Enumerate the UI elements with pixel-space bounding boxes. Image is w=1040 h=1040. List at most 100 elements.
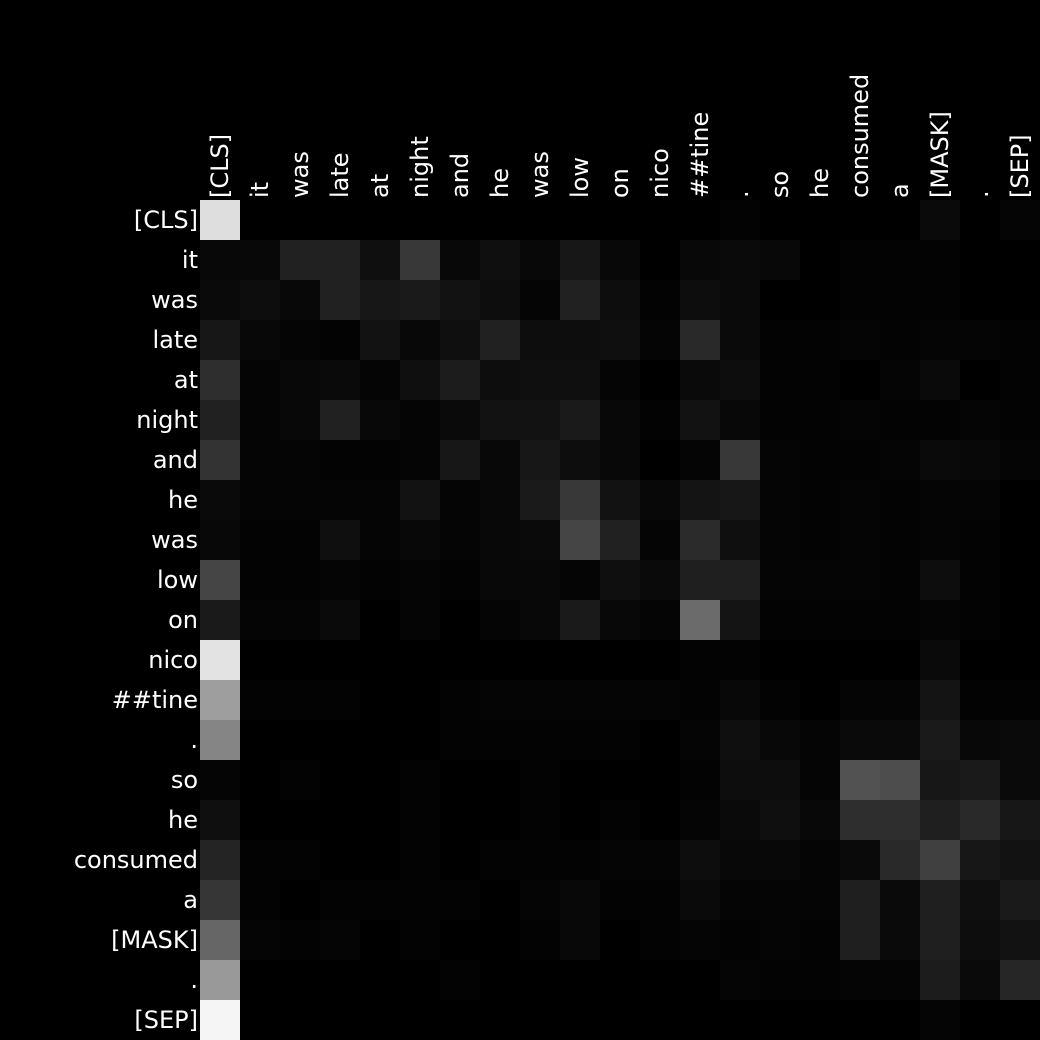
heatmap-cell-r8-c17 xyxy=(880,520,920,560)
x-tick-label: late xyxy=(326,152,354,198)
heatmap-cell-r10-c3 xyxy=(320,600,360,640)
heatmap-cell-r15-c4 xyxy=(360,800,400,840)
heatmap-cell-r13-c7 xyxy=(480,720,520,760)
heatmap-cell-r2-c6 xyxy=(440,280,480,320)
heatmap-cell-r12-c19 xyxy=(960,680,1000,720)
heatmap-cell-r7-c0 xyxy=(200,480,240,520)
y-tick-label: on xyxy=(168,606,198,634)
heatmap-cell-r2-c7 xyxy=(480,280,520,320)
heatmap-cell-r19-c19 xyxy=(960,960,1000,1000)
heatmap-cell-r20-c13 xyxy=(720,1000,760,1040)
heatmap-cell-r9-c5 xyxy=(400,560,440,600)
heatmap-cell-r17-c16 xyxy=(840,880,880,920)
heatmap-cell-r2-c14 xyxy=(760,280,800,320)
heatmap-cell-r12-c14 xyxy=(760,680,800,720)
heatmap-cell-r9-c4 xyxy=(360,560,400,600)
heatmap-cell-r15-c9 xyxy=(560,800,600,840)
heatmap-cell-r5-c4 xyxy=(360,400,400,440)
heatmap-cell-r13-c14 xyxy=(760,720,800,760)
heatmap-cell-r15-c16 xyxy=(840,800,880,840)
heatmap-cell-r12-c5 xyxy=(400,680,440,720)
heatmap-cell-r1-c0 xyxy=(200,240,240,280)
heatmap-cell-r0-c11 xyxy=(640,200,680,240)
y-tick-label: . xyxy=(190,726,198,754)
heatmap-cell-r20-c12 xyxy=(680,1000,720,1040)
heatmap-cell-r17-c5 xyxy=(400,880,440,920)
heatmap-cell-r18-c15 xyxy=(800,920,840,960)
heatmap-cell-r16-c7 xyxy=(480,840,520,880)
heatmap-cell-r14-c4 xyxy=(360,760,400,800)
heatmap-cell-r12-c8 xyxy=(520,680,560,720)
heatmap-cell-r18-c13 xyxy=(720,920,760,960)
heatmap-cell-r14-c16 xyxy=(840,760,880,800)
heatmap-cell-r4-c5 xyxy=(400,360,440,400)
x-tick-label: consumed xyxy=(846,74,874,198)
heatmap-cell-r9-c13 xyxy=(720,560,760,600)
heatmap-cell-r3-c8 xyxy=(520,320,560,360)
heatmap-cell-r18-c11 xyxy=(640,920,680,960)
heatmap-cell-r13-c20 xyxy=(1000,720,1040,760)
heatmap-cell-r9-c17 xyxy=(880,560,920,600)
heatmap-cell-r17-c17 xyxy=(880,880,920,920)
heatmap-cell-r16-c13 xyxy=(720,840,760,880)
heatmap-cell-r6-c4 xyxy=(360,440,400,480)
heatmap-cell-r15-c15 xyxy=(800,800,840,840)
heatmap-cell-r20-c11 xyxy=(640,1000,680,1040)
heatmap-cell-r11-c8 xyxy=(520,640,560,680)
heatmap-cell-r6-c13 xyxy=(720,440,760,480)
heatmap-cell-r1-c5 xyxy=(400,240,440,280)
heatmap-cell-r1-c1 xyxy=(240,240,280,280)
heatmap-cell-r18-c9 xyxy=(560,920,600,960)
heatmap-cell-r19-c16 xyxy=(840,960,880,1000)
heatmap-cell-r0-c14 xyxy=(760,200,800,240)
heatmap-cell-r4-c2 xyxy=(280,360,320,400)
heatmap-cell-r4-c18 xyxy=(920,360,960,400)
heatmap-cell-r1-c4 xyxy=(360,240,400,280)
heatmap-cell-r14-c11 xyxy=(640,760,680,800)
heatmap-cell-r15-c3 xyxy=(320,800,360,840)
heatmap-cell-r1-c15 xyxy=(800,240,840,280)
heatmap-cell-r2-c11 xyxy=(640,280,680,320)
heatmap-cell-r16-c11 xyxy=(640,840,680,880)
x-tick-label: and xyxy=(446,153,474,198)
heatmap-cell-r13-c19 xyxy=(960,720,1000,760)
heatmap-cell-r5-c14 xyxy=(760,400,800,440)
heatmap-cell-r6-c0 xyxy=(200,440,240,480)
heatmap-cell-r14-c2 xyxy=(280,760,320,800)
y-tick-label: [CLS] xyxy=(134,206,198,234)
heatmap-cell-r20-c18 xyxy=(920,1000,960,1040)
heatmap-cell-r6-c16 xyxy=(840,440,880,480)
heatmap-cell-r16-c4 xyxy=(360,840,400,880)
heatmap-cell-r9-c15 xyxy=(800,560,840,600)
heatmap-cell-r11-c5 xyxy=(400,640,440,680)
heatmap-cell-r15-c10 xyxy=(600,800,640,840)
heatmap-cell-r11-c4 xyxy=(360,640,400,680)
heatmap-cell-r2-c10 xyxy=(600,280,640,320)
y-tick-label: night xyxy=(136,406,198,434)
heatmap-cell-r20-c1 xyxy=(240,1000,280,1040)
heatmap-cell-r15-c2 xyxy=(280,800,320,840)
heatmap-cell-r10-c19 xyxy=(960,600,1000,640)
heatmap-cell-r13-c4 xyxy=(360,720,400,760)
heatmap-cell-r7-c4 xyxy=(360,480,400,520)
heatmap-cell-r12-c12 xyxy=(680,680,720,720)
heatmap-cell-r3-c6 xyxy=(440,320,480,360)
heatmap-cell-r10-c5 xyxy=(400,600,440,640)
heatmap-cell-r17-c15 xyxy=(800,880,840,920)
heatmap-cell-r11-c2 xyxy=(280,640,320,680)
heatmap-cell-r8-c6 xyxy=(440,520,480,560)
y-tick-label: a xyxy=(183,886,198,914)
heatmap-cell-r4-c14 xyxy=(760,360,800,400)
heatmap-cell-r2-c8 xyxy=(520,280,560,320)
heatmap-cell-r20-c6 xyxy=(440,1000,480,1040)
heatmap-cell-r0-c18 xyxy=(920,200,960,240)
heatmap-cell-r8-c18 xyxy=(920,520,960,560)
heatmap-cell-r20-c17 xyxy=(880,1000,920,1040)
heatmap-cell-r13-c1 xyxy=(240,720,280,760)
heatmap-cell-r7-c3 xyxy=(320,480,360,520)
heatmap-cell-r20-c8 xyxy=(520,1000,560,1040)
heatmap-cell-r6-c8 xyxy=(520,440,560,480)
heatmap-cell-r6-c2 xyxy=(280,440,320,480)
heatmap-cell-r11-c17 xyxy=(880,640,920,680)
heatmap-cell-r8-c12 xyxy=(680,520,720,560)
